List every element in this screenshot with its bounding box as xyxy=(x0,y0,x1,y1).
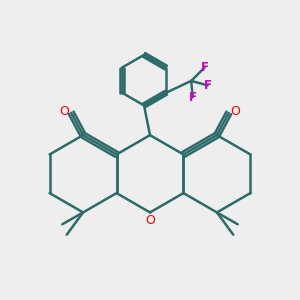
Text: F: F xyxy=(201,61,208,74)
Text: F: F xyxy=(189,91,197,104)
Text: O: O xyxy=(60,105,70,118)
Text: F: F xyxy=(203,79,211,92)
Text: O: O xyxy=(145,214,155,226)
Text: O: O xyxy=(230,105,240,118)
